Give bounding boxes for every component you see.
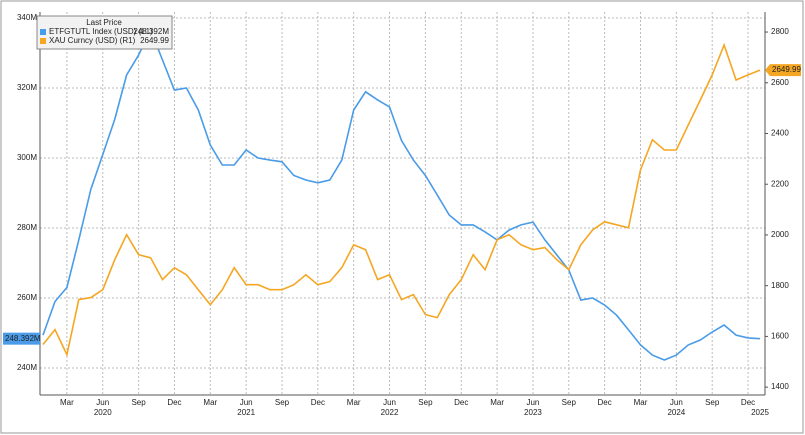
x-tick-label: Sep	[562, 398, 577, 407]
x-tick-label: Jun	[526, 398, 539, 407]
y-tick-label: 320M	[17, 83, 37, 92]
legend-value: 248.392M	[133, 27, 169, 36]
legend-box	[36, 15, 173, 50]
year-label: 2025	[751, 408, 769, 417]
series-line	[42, 27, 761, 361]
x-tick-label: Sep	[705, 398, 720, 407]
year-label: 2022	[381, 408, 399, 417]
legend: Last Price ETFGTUTL Index (USD) (L1)248.…	[36, 15, 173, 50]
x-tick-label: Jun	[670, 398, 683, 407]
y-tick-label: 280M	[17, 223, 37, 232]
last-value-label: 248.392M	[5, 334, 41, 343]
legend-label: ETFGTUTL Index (USD) (L1)	[49, 27, 153, 36]
legend-swatch	[40, 38, 46, 44]
y2-tick-label: 1800	[771, 281, 789, 290]
y-tick-label: 300M	[17, 153, 37, 162]
last-value-label: 2649.99	[772, 65, 801, 74]
year-label: 2023	[524, 408, 542, 417]
y2-tick-label: 2600	[771, 78, 789, 87]
y2-tick-label: 2400	[771, 129, 789, 138]
x-tick-label: Jun	[383, 398, 396, 407]
legend-title: Last Price	[86, 18, 122, 27]
legend-label: XAU Curncy (USD) (R1)	[49, 36, 136, 45]
y2-tick-label: 2800	[771, 27, 789, 36]
x-tick-label: Dec	[167, 398, 181, 407]
x-tick-label: Jun	[240, 398, 253, 407]
year-label: 2020	[94, 408, 112, 417]
y2-tick-label: 1400	[771, 382, 789, 391]
x-tick-label: Mar	[60, 398, 74, 407]
y-tick-label: 340M	[17, 13, 37, 22]
x-tick-label: Jun	[96, 398, 109, 407]
y2-tick-label: 2000	[771, 230, 789, 239]
y-tick-label: 240M	[17, 363, 37, 372]
year-label: 2024	[667, 408, 685, 417]
last-value-tag	[765, 64, 801, 77]
x-tick-label: Dec	[598, 398, 612, 407]
y-tick-label: 260M	[17, 293, 37, 302]
x-tick-label: Dec	[741, 398, 755, 407]
year-label: 2021	[237, 408, 255, 417]
x-tick-label: Sep	[131, 398, 146, 407]
x-tick-label: Mar	[634, 398, 648, 407]
x-tick-label: Dec	[454, 398, 468, 407]
x-tick-label: Sep	[418, 398, 433, 407]
x-tick-label: Dec	[311, 398, 325, 407]
x-tick-label: Sep	[275, 398, 290, 407]
x-tick-label: Mar	[347, 398, 361, 407]
x-tick-label: Mar	[490, 398, 504, 407]
x-tick-label: Mar	[203, 398, 217, 407]
y2-tick-label: 1600	[771, 332, 789, 341]
lines	[42, 27, 761, 361]
legend-value: 2649.99	[140, 36, 169, 45]
legend-swatch	[40, 29, 46, 35]
last-value-tag	[3, 332, 40, 345]
y2-tick-label: 2200	[771, 179, 789, 188]
series-line	[42, 42, 761, 358]
